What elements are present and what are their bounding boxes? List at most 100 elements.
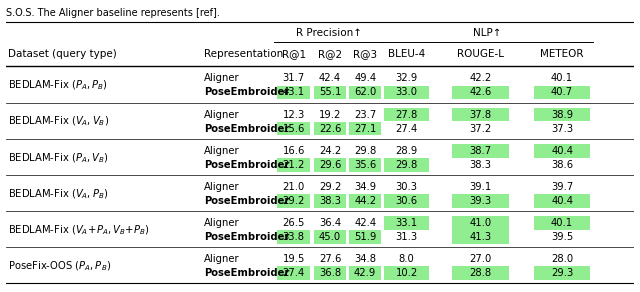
Bar [349,230,381,244]
Bar [452,144,509,158]
Bar [452,216,509,230]
Bar [314,158,346,172]
Text: 32.9: 32.9 [396,73,418,84]
Text: 31.7: 31.7 [282,73,305,84]
Text: BEDLAM-Fix $(P_A, V_B)$: BEDLAM-Fix $(P_A, V_B)$ [8,151,109,164]
Text: 38.3: 38.3 [319,196,341,206]
Bar [534,144,590,158]
Text: 35.6: 35.6 [354,160,376,170]
Text: 43.1: 43.1 [283,88,305,98]
Bar [452,230,509,244]
Text: 42.9: 42.9 [354,268,376,278]
Text: 8.0: 8.0 [399,254,415,264]
Text: 29.6: 29.6 [319,160,341,170]
Bar [277,158,310,172]
Text: ROUGE-L: ROUGE-L [457,49,504,60]
Text: 29.2: 29.2 [282,196,305,206]
Bar [314,266,346,280]
Text: 40.4: 40.4 [551,146,573,156]
Text: PoseEmbroider: PoseEmbroider [204,160,289,170]
Text: 28.8: 28.8 [470,268,492,278]
Bar [534,86,590,99]
Bar [349,122,381,135]
Text: 38.3: 38.3 [470,160,492,170]
Text: R Precision↑: R Precision↑ [296,28,362,38]
Text: 42.6: 42.6 [469,88,492,98]
Text: METEOR: METEOR [540,49,584,60]
Bar [277,122,310,135]
Text: 23.7: 23.7 [354,110,376,119]
Text: BEDLAM-Fix $(V_A, V_B)$: BEDLAM-Fix $(V_A, V_B)$ [8,115,109,128]
Text: 34.9: 34.9 [354,182,376,192]
Text: Aligner: Aligner [204,73,239,84]
Bar [534,194,590,208]
Bar [452,194,509,208]
Text: BLEU-4: BLEU-4 [388,49,425,60]
Bar [314,230,346,244]
Bar [277,194,310,208]
Text: BEDLAM-Fix $(V_A\!+\!P_A, V_B\!+\!P_B)$: BEDLAM-Fix $(V_A\!+\!P_A, V_B\!+\!P_B)$ [8,223,150,237]
Text: 19.5: 19.5 [282,254,305,264]
Text: 26.5: 26.5 [282,218,305,228]
Text: 29.8: 29.8 [354,146,376,156]
Text: 42.2: 42.2 [469,73,492,84]
Text: 36.8: 36.8 [319,268,341,278]
Text: Aligner: Aligner [204,146,239,156]
Text: 51.9: 51.9 [354,232,376,242]
Text: 49.4: 49.4 [354,73,376,84]
Text: 39.5: 39.5 [551,232,573,242]
Text: 27.4: 27.4 [282,268,305,278]
Text: PoseEmbroider: PoseEmbroider [204,196,289,206]
Text: PoseEmbroider: PoseEmbroider [204,268,289,278]
Text: 21.0: 21.0 [282,182,305,192]
Bar [384,266,429,280]
Text: 27.4: 27.4 [396,124,418,134]
Text: PoseEmbroider: PoseEmbroider [204,124,289,134]
Text: 22.6: 22.6 [319,124,341,134]
Text: 40.1: 40.1 [551,73,573,84]
Text: 38.7: 38.7 [470,146,492,156]
Text: 31.3: 31.3 [396,232,418,242]
Bar [384,86,429,99]
Text: 44.2: 44.2 [354,196,376,206]
Text: Aligner: Aligner [204,110,239,119]
Bar [384,216,429,230]
Text: 29.2: 29.2 [319,182,341,192]
Bar [384,108,429,121]
Bar [277,230,310,244]
Text: 28.0: 28.0 [551,254,573,264]
Text: 55.1: 55.1 [319,88,341,98]
Text: 37.8: 37.8 [470,110,492,119]
Text: 28.9: 28.9 [396,146,418,156]
Text: Aligner: Aligner [204,254,239,264]
Bar [534,108,590,121]
Text: 30.3: 30.3 [396,182,417,192]
Bar [452,108,509,121]
Text: 19.2: 19.2 [319,110,341,119]
Bar [384,158,429,172]
Text: NLP↑: NLP↑ [473,28,501,38]
Text: PoseFix-OOS $(P_A, P_B)$: PoseFix-OOS $(P_A, P_B)$ [8,259,111,273]
Text: Aligner: Aligner [204,182,239,192]
Text: 29.3: 29.3 [551,268,573,278]
Text: 29.8: 29.8 [396,160,418,170]
Text: S.O.S. The Aligner baseline represents [ref].: S.O.S. The Aligner baseline represents [… [6,8,220,18]
Text: 40.7: 40.7 [551,88,573,98]
Text: 37.2: 37.2 [469,124,492,134]
Text: Aligner: Aligner [204,218,239,228]
Bar [277,266,310,280]
Text: 33.8: 33.8 [283,232,305,242]
Text: 36.4: 36.4 [319,218,341,228]
Text: BEDLAM-Fix $(V_A, P_B)$: BEDLAM-Fix $(V_A, P_B)$ [8,187,109,201]
Text: 41.3: 41.3 [470,232,492,242]
Text: R@1: R@1 [282,49,306,60]
Bar [349,158,381,172]
Text: PoseEmbroider: PoseEmbroider [204,88,289,98]
Text: 37.3: 37.3 [551,124,573,134]
Text: 40.4: 40.4 [551,196,573,206]
Text: 33.1: 33.1 [396,218,418,228]
Text: 24.2: 24.2 [319,146,341,156]
Bar [452,86,509,99]
Bar [534,216,590,230]
Text: 39.7: 39.7 [551,182,573,192]
